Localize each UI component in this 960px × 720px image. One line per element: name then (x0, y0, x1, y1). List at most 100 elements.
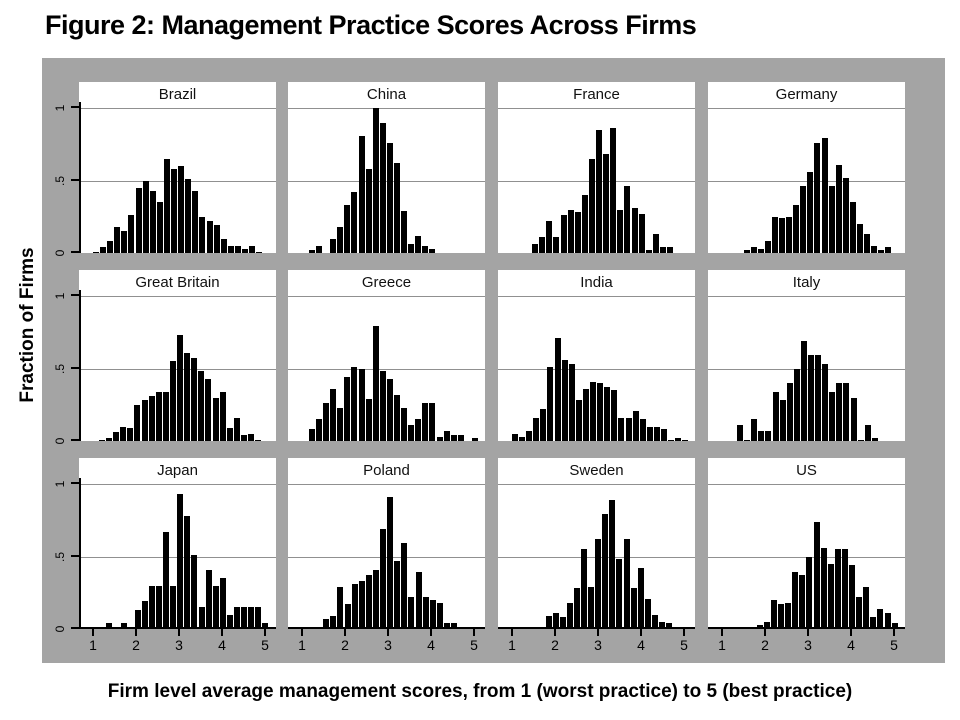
histogram-bar (610, 128, 617, 253)
panel-japan: Japan 0 .5 1 1 2 3 4 5 (53, 458, 276, 653)
x-axis-tick (264, 629, 266, 636)
gridline (498, 484, 695, 485)
histogram-bar (255, 439, 262, 441)
histogram-bar (408, 244, 415, 253)
histogram-bar (821, 138, 828, 253)
panel-brazil: Brazil 0 .5 1 (53, 82, 276, 256)
histogram-bar (169, 361, 176, 441)
x-axis-tick (683, 629, 685, 636)
panel-great-britain: Great Britain 0 .5 1 (53, 270, 276, 444)
histogram-bar (552, 613, 559, 629)
histogram-bar (249, 245, 256, 253)
histogram-bar (120, 426, 127, 441)
histogram-bar (765, 430, 772, 441)
histogram-bar (785, 602, 792, 629)
gridline (708, 180, 905, 182)
histogram-bar (429, 248, 436, 253)
histogram-bar (379, 122, 386, 253)
histogram-bar (415, 235, 422, 253)
histogram-bar (800, 186, 807, 253)
x-axis-line (498, 627, 695, 629)
histogram-bar (141, 601, 148, 629)
y-axis-tick-label: .5 (53, 175, 67, 186)
histogram-bar (199, 216, 206, 253)
histogram-bar (800, 340, 807, 441)
histogram-bar (659, 247, 666, 253)
histogram-bar (666, 623, 673, 629)
histogram-bar (891, 623, 898, 629)
histogram-bar (756, 624, 763, 629)
histogram-bar (590, 381, 597, 441)
histogram-bar (750, 247, 757, 253)
histogram-bar (815, 355, 822, 441)
histogram-bar (212, 585, 219, 629)
histogram-bar (609, 499, 616, 629)
histogram-bar (779, 400, 786, 441)
histogram-bar (121, 231, 128, 253)
panel-title-us: US (796, 462, 817, 479)
histogram-bar (864, 234, 871, 253)
histogram-bar (751, 419, 758, 441)
y-axis-tick (71, 366, 79, 369)
histogram-bar (553, 237, 560, 253)
histogram-bar (595, 539, 602, 629)
figure-canvas: Brazil 0 .5 1 China France Germany Great Britai… (42, 58, 945, 663)
histogram-bar (857, 439, 864, 441)
histogram-bar (107, 241, 114, 253)
y-axis-tick (71, 439, 79, 441)
y-axis-tick-label: 0 (53, 625, 67, 633)
histogram-bar (394, 560, 401, 629)
gridline (79, 180, 276, 182)
panel-italy: Italy (708, 270, 905, 441)
histogram-bar (443, 430, 450, 441)
x-axis-tick-label: 4 (637, 637, 645, 653)
gridline (498, 368, 695, 370)
histogram-bar (156, 202, 163, 253)
histogram-bar (436, 602, 443, 629)
histogram-bar (315, 245, 322, 253)
histogram-bar (526, 430, 533, 441)
x-axis-tick-label: 1 (508, 637, 516, 653)
histogram-bar (561, 359, 568, 441)
histogram-bar (771, 216, 778, 253)
histogram-bar (100, 247, 107, 253)
histogram-bar (567, 209, 574, 253)
y-axis-tick (71, 294, 79, 296)
histogram-bar (737, 425, 744, 441)
histogram-bar (401, 210, 408, 253)
histogram-bar (597, 383, 604, 441)
panel-title-brazil: Brazil (158, 86, 197, 103)
panel-us: US 1 2 3 4 5 (708, 458, 905, 653)
x-axis-tick-label: 3 (384, 637, 392, 653)
histogram-bar (191, 358, 198, 441)
histogram-bar (219, 391, 226, 441)
histogram-bar (793, 205, 800, 253)
histogram-bar (547, 367, 554, 441)
histogram-bar (616, 559, 623, 629)
histogram-bar (330, 238, 337, 253)
x-axis-tick (597, 629, 599, 636)
histogram-bar (380, 528, 387, 629)
panel-germany: Germany (708, 82, 905, 253)
y-axis-line (79, 102, 81, 253)
gridline (288, 180, 485, 182)
histogram-bar (568, 364, 575, 441)
histogram-bar (408, 597, 415, 629)
histogram-bar (827, 563, 834, 629)
histogram-bar (365, 168, 372, 253)
x-axis-tick-label: 5 (470, 637, 478, 653)
histogram-bar (546, 221, 553, 253)
histogram-bar (344, 377, 351, 441)
histogram-bar (450, 435, 457, 441)
histogram-bar (141, 400, 148, 441)
histogram-bar (149, 190, 156, 253)
histogram-bar (99, 439, 106, 441)
y-axis-tick-label: 1 (53, 104, 67, 112)
histogram-bar (631, 208, 638, 253)
x-axis-tick (473, 629, 475, 636)
histogram-bar (177, 335, 184, 441)
histogram-bar (472, 438, 479, 441)
histogram-bar (134, 610, 141, 629)
histogram-bar (604, 387, 611, 441)
y-axis-line (79, 290, 81, 441)
